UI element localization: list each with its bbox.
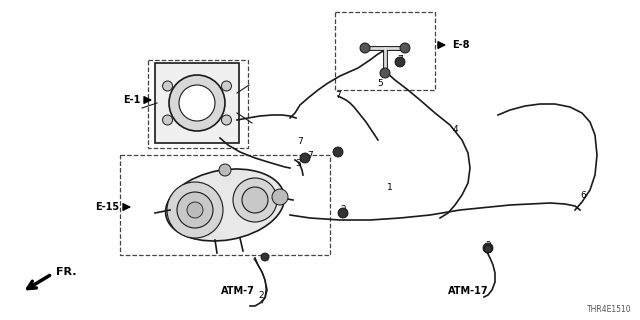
Text: E-8: E-8 bbox=[452, 40, 470, 50]
Text: THR4E1510: THR4E1510 bbox=[588, 305, 632, 314]
Text: 7: 7 bbox=[307, 150, 313, 159]
Circle shape bbox=[272, 189, 288, 205]
Text: 4: 4 bbox=[452, 125, 458, 134]
Circle shape bbox=[484, 245, 492, 253]
Circle shape bbox=[167, 182, 223, 238]
Text: FR.: FR. bbox=[56, 267, 77, 277]
Bar bbox=[148, 60, 248, 148]
Circle shape bbox=[395, 57, 405, 67]
Bar bbox=[120, 155, 330, 255]
Text: 6: 6 bbox=[580, 190, 586, 199]
Circle shape bbox=[177, 192, 213, 228]
Circle shape bbox=[179, 85, 215, 121]
Circle shape bbox=[163, 115, 173, 125]
FancyBboxPatch shape bbox=[155, 63, 239, 143]
Ellipse shape bbox=[166, 169, 284, 241]
Circle shape bbox=[169, 75, 225, 131]
Circle shape bbox=[380, 68, 390, 78]
Text: 2: 2 bbox=[258, 291, 264, 300]
Circle shape bbox=[338, 208, 348, 218]
Circle shape bbox=[300, 153, 310, 163]
Circle shape bbox=[221, 81, 232, 91]
Text: 7: 7 bbox=[335, 92, 341, 100]
Circle shape bbox=[400, 43, 410, 53]
Text: 5: 5 bbox=[377, 79, 383, 89]
Circle shape bbox=[483, 243, 493, 253]
Text: 1: 1 bbox=[387, 183, 393, 193]
Circle shape bbox=[219, 164, 231, 176]
Circle shape bbox=[333, 147, 343, 157]
Text: 2: 2 bbox=[485, 241, 491, 250]
Bar bbox=[335, 12, 435, 90]
Text: 2: 2 bbox=[340, 205, 346, 214]
Text: ATM-17: ATM-17 bbox=[448, 286, 488, 296]
Text: E-15: E-15 bbox=[95, 202, 119, 212]
Text: E-1: E-1 bbox=[123, 95, 140, 105]
Circle shape bbox=[242, 187, 268, 213]
Text: ATM-7: ATM-7 bbox=[221, 286, 255, 296]
Circle shape bbox=[187, 202, 203, 218]
Circle shape bbox=[261, 253, 269, 261]
Circle shape bbox=[233, 178, 277, 222]
Circle shape bbox=[163, 81, 173, 91]
Text: 7: 7 bbox=[397, 54, 403, 63]
Text: 3: 3 bbox=[295, 158, 301, 167]
Circle shape bbox=[360, 43, 370, 53]
Circle shape bbox=[221, 115, 232, 125]
Text: 7: 7 bbox=[297, 138, 303, 147]
